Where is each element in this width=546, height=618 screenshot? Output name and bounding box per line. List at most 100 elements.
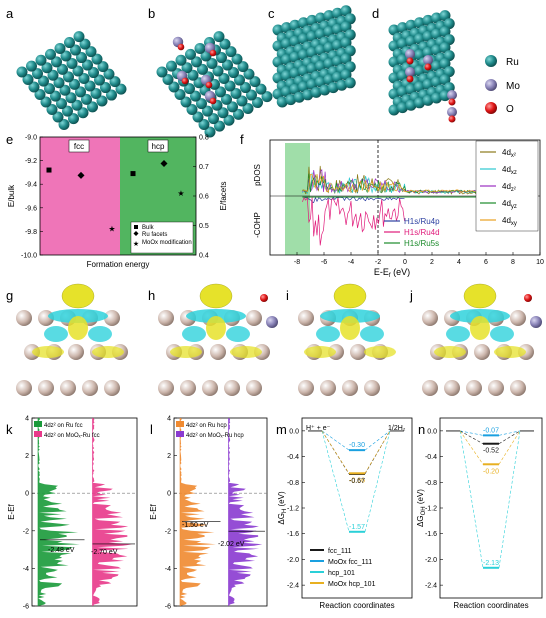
ru-atom bbox=[227, 101, 238, 113]
panel-letter-l: l bbox=[150, 422, 153, 437]
cohp-curve-ru4p bbox=[302, 196, 405, 203]
value-label: -0.20 bbox=[483, 468, 499, 475]
slab-atom bbox=[82, 380, 98, 396]
ru-atom bbox=[180, 96, 192, 108]
ru-atom bbox=[187, 69, 199, 81]
l-annotation-2: -2.02 eV bbox=[218, 541, 245, 548]
ru-atom bbox=[397, 102, 408, 114]
iso-lobe-yellow bbox=[61, 283, 95, 309]
atom-legend: Ru Mo O bbox=[485, 55, 520, 115]
mo-ru-lattice-d bbox=[388, 10, 457, 123]
tick-label: -1.2 bbox=[287, 506, 299, 513]
ru-atom bbox=[87, 101, 98, 113]
plot-frame-k bbox=[31, 417, 138, 607]
ru-atom bbox=[175, 54, 187, 66]
tick-label: 0.4 bbox=[199, 253, 209, 260]
iso-lobe-yellow bbox=[230, 346, 262, 358]
tick-label: 0.6 bbox=[199, 194, 209, 201]
slab-atom bbox=[298, 380, 314, 396]
energy-connector bbox=[364, 430, 391, 474]
n-ylabel: ΔGOH (eV) bbox=[416, 489, 427, 527]
ru-atom bbox=[181, 62, 193, 74]
ru-atom bbox=[81, 93, 92, 105]
slab-atom bbox=[16, 310, 32, 326]
ru-atom bbox=[68, 113, 79, 125]
ru-atom bbox=[252, 97, 263, 109]
ru-facets-point bbox=[160, 160, 168, 168]
iso-lobe-yellow bbox=[206, 316, 226, 340]
ru-atom bbox=[72, 65, 84, 77]
mo-ru-lattice-b bbox=[156, 31, 273, 138]
tick-label: 0.8 bbox=[199, 135, 209, 142]
ru-atom bbox=[69, 78, 80, 90]
legend-label: fcc_111 bbox=[328, 548, 352, 555]
pdos-curve bbox=[302, 173, 489, 193]
panel-n: n -0.07 -0.20 -0.52 -2.13 0.0 -0.4 -0.8 -1.2 -1… bbox=[416, 417, 543, 610]
ru-atom bbox=[57, 63, 68, 75]
value-label: -0.67 bbox=[349, 478, 365, 485]
ru-atom bbox=[236, 95, 248, 107]
slab-atom bbox=[474, 344, 490, 360]
e-legend-box bbox=[130, 221, 194, 254]
panel-f: f pDOS -COHP -8 -6 -4 -2 0 2 4 6 8 10 E-Ef (eV) 4… bbox=[240, 132, 544, 279]
tick-label: -1.2 bbox=[425, 506, 437, 513]
ru-atom bbox=[224, 80, 236, 92]
ru-atom bbox=[388, 104, 400, 116]
tick-label: -9.0 bbox=[25, 135, 37, 142]
l-dos-areas bbox=[174, 418, 267, 606]
ru-atom bbox=[58, 119, 70, 130]
cohp-curve-ru4d bbox=[302, 196, 405, 246]
ru-atom bbox=[246, 89, 257, 101]
slab-atom bbox=[488, 380, 504, 396]
ru-atom bbox=[302, 89, 314, 101]
iso-lobe-cyan bbox=[88, 326, 112, 342]
fcc-label-box bbox=[68, 139, 90, 153]
tick-label: 4 bbox=[167, 416, 171, 423]
slab-atom bbox=[224, 380, 240, 396]
ru-atom bbox=[41, 62, 53, 74]
ru-atom bbox=[100, 82, 111, 94]
ru-atom bbox=[310, 86, 322, 98]
l-legend-swatch-2 bbox=[176, 431, 184, 437]
ru-atom bbox=[174, 89, 186, 100]
tick-label: -2.4 bbox=[287, 583, 299, 590]
tick-label: 2 bbox=[25, 453, 29, 460]
bulk-point bbox=[130, 171, 136, 177]
ru-lattice-c bbox=[272, 5, 356, 108]
f-x-ticks: -8 -6 -4 -2 0 2 4 6 8 10 bbox=[294, 252, 544, 266]
tick-label: 2 bbox=[430, 259, 434, 266]
tick-label: 8 bbox=[511, 259, 515, 266]
o-atom bbox=[406, 75, 414, 83]
tick-label: -2.0 bbox=[425, 557, 437, 564]
panel-g: g bbox=[6, 283, 128, 396]
ru-atom bbox=[85, 46, 97, 58]
iso-lobe-yellow bbox=[170, 346, 202, 358]
tick-label: -6 bbox=[165, 604, 171, 611]
ru-atom bbox=[88, 67, 99, 79]
charge-density-i bbox=[298, 283, 396, 396]
iso-lobe-yellow bbox=[434, 346, 466, 358]
o-atom bbox=[209, 49, 217, 57]
tick-label: 0.5 bbox=[199, 223, 209, 230]
e-legend-bulk: Bulk bbox=[142, 225, 155, 231]
ru-atom bbox=[73, 31, 85, 43]
k-legend-1: 4dz² on Ru fcc bbox=[44, 423, 83, 429]
e-scatter-points: ★★ bbox=[46, 160, 185, 233]
panel-j: j bbox=[409, 283, 542, 396]
l-y-ticks: 4 2 0 -2 -4 -6 bbox=[165, 416, 177, 611]
ru-atom bbox=[16, 66, 28, 78]
ru-atom bbox=[66, 57, 78, 69]
ru-atom bbox=[26, 60, 37, 72]
ru-atom bbox=[319, 84, 331, 96]
ru-atom bbox=[46, 104, 58, 115]
panel-letter-c: c bbox=[268, 6, 275, 21]
slab-atom bbox=[68, 344, 84, 360]
ru-atom bbox=[240, 82, 251, 94]
mo-atom bbox=[405, 49, 415, 59]
e-right-axis-ticks: 0.8 0.7 0.6 0.5 0.4 bbox=[193, 135, 209, 260]
ru-atom bbox=[218, 72, 230, 84]
ru-atom bbox=[54, 42, 66, 54]
tick-label: -2.0 bbox=[287, 557, 299, 564]
legend-label: MoOx hcp_101 bbox=[328, 581, 376, 588]
